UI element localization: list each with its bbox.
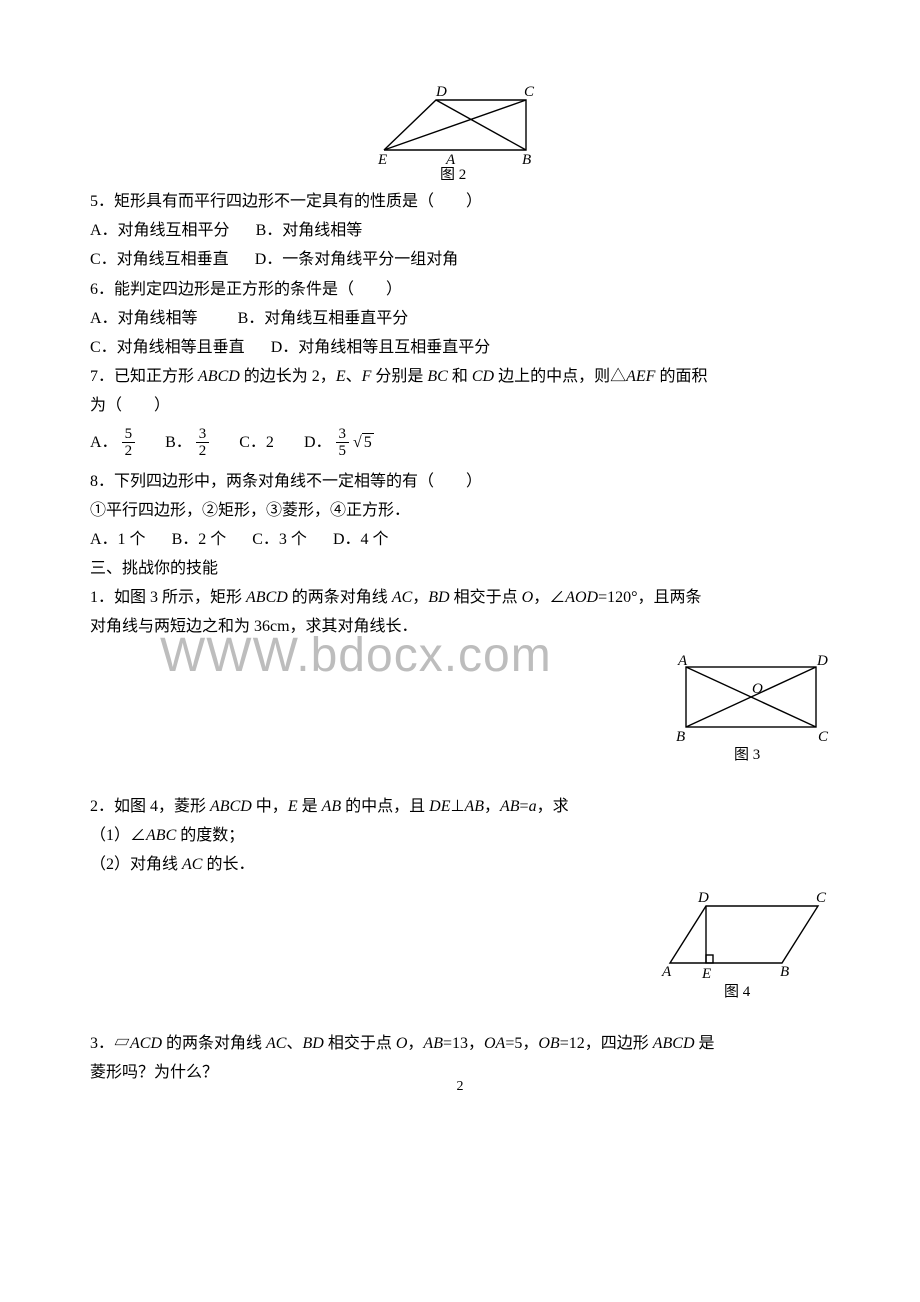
q6-D: D．对角线相等且互相垂直平分: [271, 339, 491, 356]
fig2-caption: 图 2: [440, 166, 466, 180]
q7-C: C．2: [239, 429, 274, 456]
q5-stem: 5．矩形具有而平行四边形不一定具有的性质是（ ）: [90, 188, 830, 215]
figure-4: D C A E B 图 4: [658, 888, 830, 1000]
fig4-B: B: [780, 964, 789, 980]
q7-choices: A． 52 B． 32 C．2 D． 35 5: [90, 426, 830, 460]
q8-C: C．3 个: [252, 531, 307, 548]
q8-B: B．2 个: [172, 531, 227, 548]
p1-line2: 对角线与两短边之和为 36cm，求其对角线长．: [90, 613, 830, 640]
figure-2: D C E A B 图 2: [376, 80, 544, 180]
p2-sub2: （2）对角线 AC 的长．: [90, 851, 830, 878]
q5-row2: C．对角线互相垂直 D．一条对角线平分一组对角: [90, 246, 830, 273]
q7-stem: 7．已知正方形 ABCD 的边长为 2，E、F 分别是 BC 和 CD 边上的中…: [90, 363, 830, 390]
fig2-B: B: [522, 152, 531, 168]
q8-A: A．1 个: [90, 531, 146, 548]
fig3-C: C: [818, 729, 829, 745]
q6-C: C．对角线相等且垂直: [90, 339, 245, 356]
figure-3: A D B C O 图 3: [672, 651, 830, 763]
fig2-C: C: [524, 84, 535, 100]
q6-B: B．对角线互相垂直平分: [238, 310, 409, 327]
fig3-caption: 图 3: [734, 746, 760, 763]
fig3-O: O: [752, 681, 763, 697]
fig2-D: D: [435, 84, 447, 100]
q8-stem: 8．下列四边形中，两条对角线不一定相等的有（ ）: [90, 468, 830, 495]
q6-row2: C．对角线相等且垂直 D．对角线相等且互相垂直平分: [90, 334, 830, 361]
q5-C: C．对角线互相垂直: [90, 251, 229, 268]
p2-stem: 2．如图 4，菱形 ABCD 中，E 是 AB 的中点，且 DE⊥AB，AB=a…: [90, 793, 830, 820]
q7-A: A． 52: [90, 426, 135, 460]
section-3-title: 三、挑战你的技能: [90, 555, 830, 582]
q7-D: D． 35 5: [304, 426, 374, 460]
fig3-B: B: [676, 729, 685, 745]
q7-line2: 为（ ）: [90, 392, 830, 419]
fig2-A: A: [445, 152, 456, 168]
fig4-A: A: [661, 964, 672, 980]
q8-list: ①平行四边形，②矩形，③菱形，④正方形．: [90, 497, 830, 524]
q8-D: D．4 个: [333, 531, 389, 548]
fig4-C: C: [816, 890, 827, 906]
fig4-D: D: [697, 890, 709, 906]
q5-row1: A．对角线互相平分 B．对角线相等: [90, 217, 830, 244]
q5-A: A．对角线互相平分: [90, 222, 230, 239]
p1-stem: 1．如图 3 所示，矩形 ABCD 的两条对角线 AC，BD 相交于点 O，∠A…: [90, 584, 830, 611]
fig2-E: E: [377, 152, 387, 168]
q5-B: B．对角线相等: [256, 222, 363, 239]
q7-B: B． 32: [165, 426, 209, 460]
fig3-A: A: [677, 653, 688, 669]
page-number: 2: [457, 1075, 464, 1099]
q5-D: D．一条对角线平分一组对角: [255, 251, 459, 268]
p2-sub1: （1）∠ABC 的度数；: [90, 822, 830, 849]
q6-row1: A．对角线相等 B．对角线互相垂直平分: [90, 305, 830, 332]
fig4-E: E: [701, 966, 711, 982]
fig3-D: D: [816, 653, 828, 669]
q6-stem: 6．能判定四边形是正方形的条件是（ ）: [90, 276, 830, 303]
fig4-caption: 图 4: [724, 983, 751, 1000]
q6-A: A．对角线相等: [90, 310, 198, 327]
p3-stem: 3．▱ACD 的两条对角线 AC、BD 相交于点 O，AB=13，OA=5，OB…: [90, 1030, 830, 1057]
q8-choices: A．1 个 B．2 个 C．3 个 D．4 个: [90, 526, 830, 553]
